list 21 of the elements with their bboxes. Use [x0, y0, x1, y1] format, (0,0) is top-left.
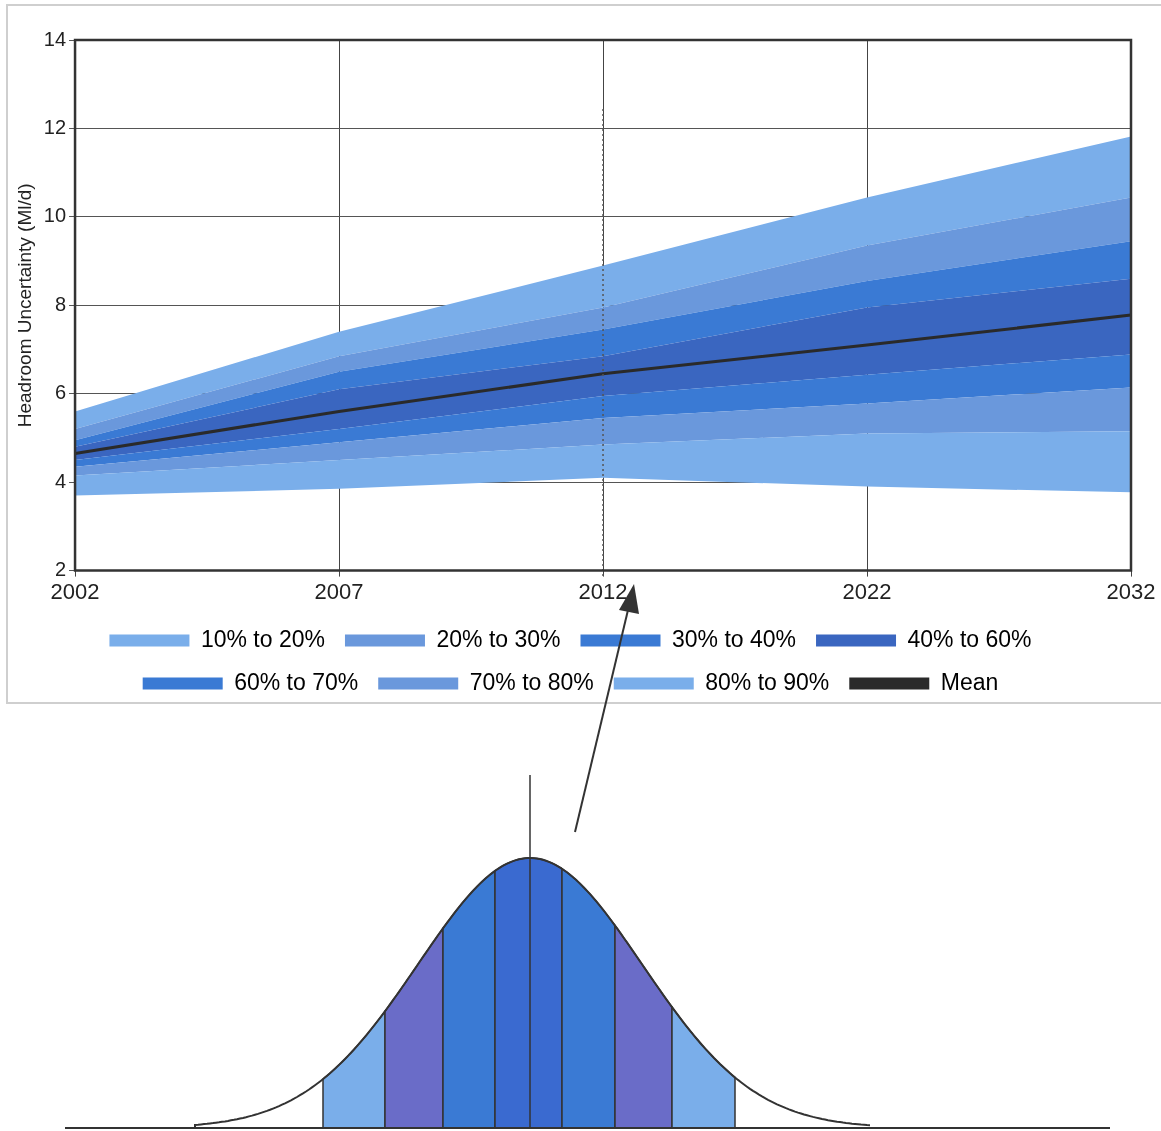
x-tick-label: 2007 — [314, 578, 364, 604]
y-axis-title: Headroom Uncertainty (Ml/d) — [13, 183, 35, 428]
y-tick-label: 6 — [54, 381, 67, 404]
legend-label: 40% to 60% — [907, 625, 1032, 652]
x-tick-label: 2012 — [578, 578, 628, 604]
y-tick-label: 14 — [43, 27, 67, 50]
y-tick-label: 8 — [54, 292, 67, 315]
y-tick-label: 12 — [43, 115, 67, 138]
y-tick-label: 10 — [43, 204, 67, 227]
legend-label: Mean — [940, 668, 999, 695]
legend-label: 60% to 70% — [234, 668, 359, 695]
legend-label: 70% to 80% — [469, 668, 594, 695]
y-tick-label: 4 — [54, 469, 67, 492]
x-tick-label: 2022 — [842, 578, 892, 604]
legend-label: 10% to 20% — [200, 625, 325, 652]
legend-label: 20% to 30% — [436, 625, 561, 652]
x-tick-label: 2032 — [1106, 578, 1156, 604]
y-tick-label: 2 — [54, 558, 67, 581]
legend-label: 30% to 40% — [672, 625, 797, 652]
legend-label: 80% to 90% — [705, 668, 830, 695]
x-tick-label: 2002 — [50, 578, 100, 604]
